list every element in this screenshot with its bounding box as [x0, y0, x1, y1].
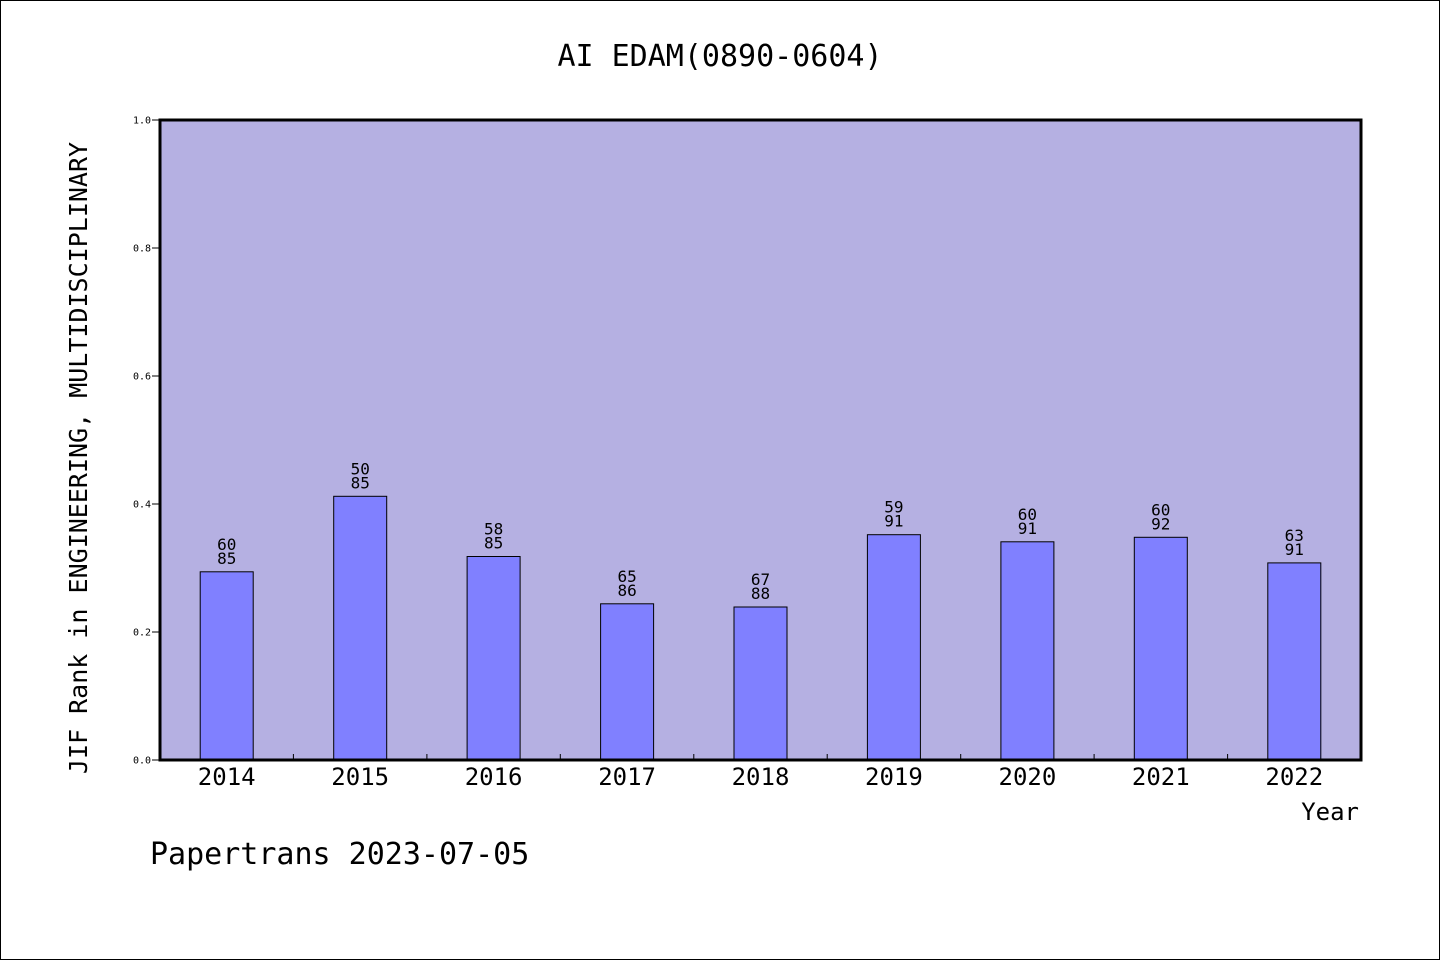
bar-2021 — [1133, 536, 1188, 761]
y-tick-label-0.6: 0.6 — [133, 372, 151, 383]
chart-title: AI EDAM(0890-0604) — [557, 39, 882, 74]
bar-2014 — [199, 571, 254, 761]
footer-credit: Papertrans 2023-07-05 — [150, 837, 529, 872]
bar-label-2019-rank: 59 — [884, 498, 903, 517]
bar-label-2016-rank: 58 — [484, 520, 503, 539]
y-axis-ticks: 0.0 0.2 0.4 0.6 0.8 1.0 — [133, 116, 160, 767]
bar-2022 — [1267, 562, 1322, 761]
bar-label-2018-rank: 67 — [751, 570, 770, 589]
x-tick-label-2018: 2018 — [732, 763, 790, 791]
y-tick-label-1.0: 1.0 — [133, 116, 151, 127]
bar-2018 — [733, 606, 788, 761]
bar-2019 — [866, 534, 921, 761]
bar-label-2016-total: 85 — [484, 534, 503, 553]
bar-label-2022-rank: 63 — [1285, 526, 1304, 545]
bar-label-2021-total: 92 — [1151, 514, 1170, 533]
x-axis-ticks: 2014 2015 2016 2017 2018 2019 2020 2021 2022 — [198, 754, 1323, 791]
bar-label-2022-total: 91 — [1285, 540, 1304, 559]
x-tick-label-2020: 2020 — [999, 763, 1057, 791]
bar-label-2014-rank: 60 — [217, 535, 236, 554]
bar-label-2017-rank: 65 — [617, 567, 636, 586]
x-tick-label-2021: 2021 — [1132, 763, 1190, 791]
bar-label-2018-total: 88 — [751, 584, 770, 603]
bar-2020 — [1000, 541, 1055, 761]
x-tick-label-2015: 2015 — [331, 763, 389, 791]
x-axis-label: Year — [1301, 798, 1359, 826]
y-tick-label-0.4: 0.4 — [133, 500, 151, 511]
x-tick-label-2019: 2019 — [865, 763, 923, 791]
bars-group — [199, 495, 1322, 761]
bar-label-2015-total: 85 — [351, 473, 370, 492]
bar-label-2020-rank: 60 — [1018, 505, 1037, 524]
bar-label-2017-total: 86 — [617, 581, 636, 600]
bar-label-2014-total: 85 — [217, 549, 236, 568]
y-tick-label-0.8: 0.8 — [133, 244, 151, 255]
bar-label-2021-rank: 60 — [1151, 500, 1170, 519]
bar-2016 — [466, 556, 521, 761]
bar-label-2015-rank: 50 — [351, 459, 370, 478]
y-tick-label-0.0: 0.0 — [133, 756, 151, 767]
x-tick-label-2016: 2016 — [465, 763, 523, 791]
plot-border — [158, 118, 1363, 762]
y-axis-label: JIF Rank in ENGINEERING, MULTIDISCIPLINA… — [64, 142, 93, 774]
bar-label-2020-total: 91 — [1018, 519, 1037, 538]
x-tick-label-2014: 2014 — [198, 763, 256, 791]
bar-2017 — [600, 603, 655, 761]
bar-label-2019-total: 91 — [884, 512, 903, 531]
y-tick-label-0.2: 0.2 — [133, 628, 151, 639]
x-tick-label-2017: 2017 — [598, 763, 656, 791]
bar-2015 — [333, 495, 388, 761]
x-tick-label-2022: 2022 — [1265, 763, 1323, 791]
